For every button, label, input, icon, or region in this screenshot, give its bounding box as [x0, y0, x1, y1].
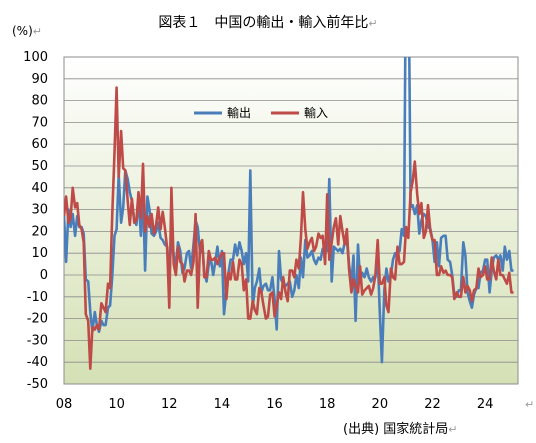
legend-label: 輸出	[227, 105, 251, 120]
y-tick-label: 50	[31, 159, 48, 174]
x-tick-label: 08	[56, 397, 73, 412]
x-tick-label: 20	[372, 397, 389, 412]
x-tick-label: 24	[477, 397, 494, 412]
y-tick-label: 70	[31, 115, 48, 130]
y-tick-label: 100	[23, 50, 48, 65]
x-tick-label: 16	[266, 397, 283, 412]
y-tick-label: 0	[40, 268, 48, 283]
y-tick-label: 90	[31, 72, 48, 87]
x-tick-label: 14	[214, 397, 231, 412]
y-tick-label: -10	[27, 290, 48, 305]
plot-area	[63, 56, 519, 385]
legend: 輸出 輸入	[194, 105, 328, 120]
x-tick-label: 18	[319, 397, 336, 412]
legend-label: 輸入	[304, 105, 328, 120]
y-unit-label: (%)↵	[12, 24, 42, 38]
series-lines	[64, 57, 514, 370]
chart-title: 図表１ 中国の輸出・輸入前年比↵	[158, 15, 378, 31]
y-tick-label: 40	[31, 181, 48, 196]
y-tick-label: -20	[27, 312, 48, 327]
y-tick-label: 20	[31, 224, 48, 239]
y-tick-label: 80	[31, 94, 48, 109]
paragraph-mark-icon: ↵	[525, 398, 535, 411]
y-tick-label: -40	[27, 355, 48, 370]
x-axis: 08 10 12 14 16 18 20 22 24	[56, 397, 494, 412]
y-tick-label: 30	[31, 203, 48, 218]
x-tick-label: 10	[108, 397, 125, 412]
source-note: (出典) 国家統計局↵	[343, 422, 458, 437]
x-tick-label: 22	[424, 397, 441, 412]
y-tick-label: -30	[27, 333, 48, 348]
y-tick-label: 60	[31, 137, 48, 152]
series-line-1	[64, 86, 514, 370]
y-tick-label: -50	[27, 377, 48, 392]
y-tick-label: 10	[31, 246, 48, 261]
x-tick-label: 12	[161, 397, 178, 412]
